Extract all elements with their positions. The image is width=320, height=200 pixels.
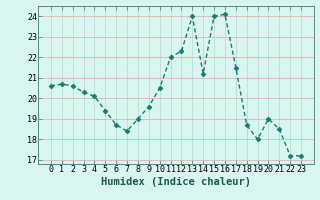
X-axis label: Humidex (Indice chaleur): Humidex (Indice chaleur) <box>101 177 251 187</box>
